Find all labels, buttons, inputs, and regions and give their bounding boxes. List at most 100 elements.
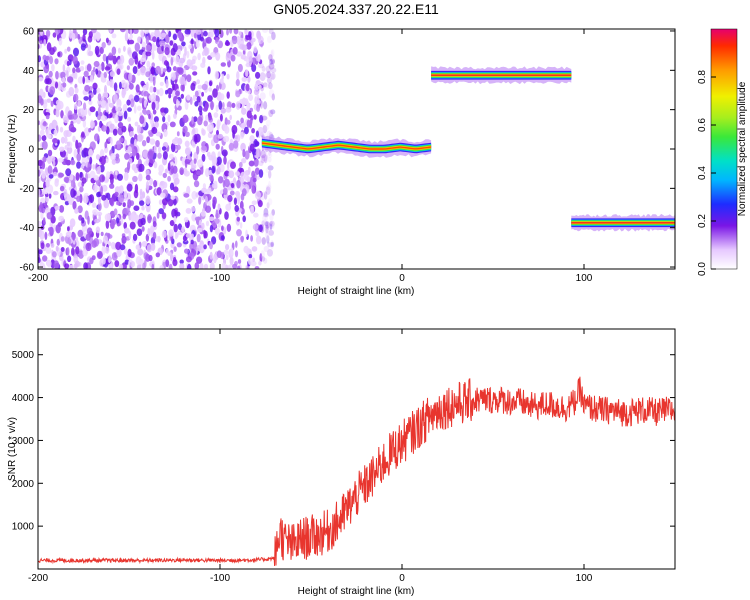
- noise-blob: [180, 83, 185, 92]
- noise-blob: [246, 42, 252, 50]
- noise-blob: [152, 231, 157, 240]
- noise-blob: [119, 81, 122, 90]
- noise-blob: [251, 200, 257, 206]
- noise-blob: [244, 170, 251, 176]
- noise-blob: [93, 66, 96, 73]
- noise-blob: [77, 229, 84, 238]
- noise-blob: [141, 205, 145, 211]
- noise-blob: [54, 178, 60, 184]
- noise-blob: [268, 29, 274, 35]
- noise-blob: [38, 204, 44, 213]
- noise-blob: [59, 146, 65, 152]
- noise-blob: [111, 159, 117, 165]
- noise-blob: [146, 60, 151, 68]
- noise-blob: [153, 93, 156, 101]
- noise-blob: [113, 208, 118, 216]
- noise-blob: [161, 146, 167, 151]
- noise-blob: [241, 44, 248, 51]
- noise-blob: [196, 96, 201, 103]
- noise-blob: [132, 175, 138, 183]
- noise-blob: [169, 40, 174, 46]
- noise-blob: [224, 41, 231, 47]
- noise-blob: [120, 216, 124, 225]
- noise-blob: [40, 242, 45, 250]
- noise-blob: [124, 227, 130, 234]
- noise-blob: [239, 222, 243, 229]
- noise-blob: [193, 116, 198, 122]
- noise-blob: [270, 58, 275, 64]
- noise-blob: [248, 257, 252, 265]
- noise-blob: [215, 52, 221, 61]
- noise-blob: [38, 120, 41, 126]
- noise-blob: [261, 154, 268, 162]
- noise-blob: [268, 170, 272, 179]
- noise-blob: [218, 176, 224, 184]
- noise-blob: [221, 73, 225, 80]
- noise-blob: [52, 224, 57, 232]
- noise-blob: [169, 153, 174, 160]
- noise-blob: [262, 214, 268, 222]
- noise-blob: [205, 195, 208, 205]
- noise-blob: [183, 193, 190, 198]
- figure-title: GN05.2024.337.20.22.E11: [273, 1, 439, 17]
- noise-blob: [93, 175, 99, 181]
- noise-blob: [106, 171, 111, 180]
- noise-blob: [143, 99, 147, 108]
- noise-blob: [120, 29, 126, 33]
- noise-blob: [157, 152, 162, 159]
- noise-blob: [262, 212, 269, 218]
- noise-blob: [107, 55, 114, 61]
- noise-blob: [68, 86, 75, 97]
- noise-blob: [62, 76, 66, 84]
- noise-blob: [217, 203, 221, 211]
- noise-blob: [169, 220, 175, 227]
- noise-blob: [253, 139, 258, 148]
- noise-blob: [191, 59, 196, 65]
- noise-blob: [196, 79, 200, 85]
- noise-blob: [191, 65, 198, 71]
- noise-blob: [149, 73, 154, 83]
- noise-blob: [165, 259, 170, 268]
- noise-blob: [91, 29, 97, 34]
- noise-blob: [41, 140, 48, 150]
- noise-blob: [122, 213, 127, 220]
- noise-blob: [253, 88, 260, 96]
- noise-blob: [44, 231, 48, 240]
- noise-blob: [76, 195, 81, 202]
- noise-blob: [46, 98, 52, 103]
- noise-blob: [260, 114, 264, 123]
- noise-blob: [197, 227, 203, 233]
- noise-blob: [254, 266, 260, 269]
- noise-blob: [99, 46, 104, 55]
- noise-blob: [265, 124, 270, 130]
- noise-blob: [95, 68, 99, 75]
- noise-blob: [91, 202, 97, 208]
- noise-blob: [176, 211, 181, 217]
- noise-blob: [185, 207, 192, 214]
- noise-blob: [116, 200, 120, 206]
- noise-blob: [269, 220, 275, 227]
- noise-blob: [142, 191, 146, 199]
- noise-blob: [72, 200, 77, 210]
- noise-blob: [71, 247, 75, 256]
- noise-blob: [168, 229, 174, 237]
- noise-blob: [77, 100, 81, 108]
- noise-blob: [80, 43, 86, 51]
- noise-blob: [47, 134, 52, 139]
- noise-blob: [256, 191, 261, 197]
- noise-blob: [251, 246, 258, 252]
- noise-blob: [231, 102, 236, 109]
- noise-blob: [71, 32, 76, 41]
- noise-blob: [94, 133, 100, 142]
- noise-blob: [191, 116, 194, 125]
- noise-blob: [259, 253, 263, 263]
- noise-blob: [216, 129, 219, 136]
- noise-blob: [88, 94, 92, 102]
- noise-blob: [224, 211, 229, 220]
- noise-blob: [66, 247, 70, 256]
- noise-blob: [97, 196, 101, 205]
- noise-blob: [188, 44, 192, 50]
- noise-blob: [91, 255, 96, 261]
- noise-blob: [59, 205, 65, 213]
- noise-blob: [204, 101, 209, 109]
